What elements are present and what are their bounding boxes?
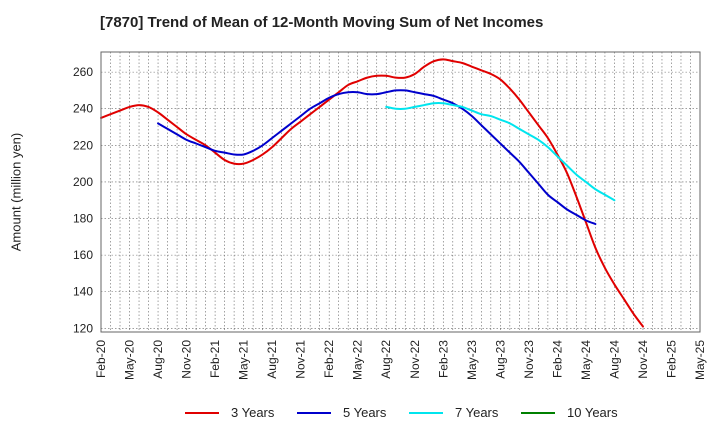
legend-label-3-years: 3 Years: [231, 405, 275, 420]
legend-item-5-years: 5 Years: [297, 405, 386, 420]
series-line-3-years: [100, 58, 644, 328]
legend-item-3-years: 3 Years: [185, 405, 274, 420]
x-tick-label: Aug-23: [493, 340, 507, 379]
x-tick-labels: Feb-20 May-20 Aug-20 Nov-20 Feb-21 May-21 Aug-…: [94, 340, 707, 380]
x-tick-label: Feb-24: [550, 340, 564, 378]
x-tick-label: Aug-24: [607, 340, 621, 379]
legend-swatch-3-years: [185, 411, 219, 414]
y-tick-label: 140: [73, 285, 93, 299]
x-tick-label: May-20: [123, 340, 137, 380]
legend-label-5-years: 5 Years: [343, 405, 387, 420]
x-tick-label: May-25: [693, 340, 707, 380]
y-tick-label: 160: [73, 248, 93, 262]
x-tick-label: Aug-20: [151, 340, 165, 379]
y-tick-label: 180: [73, 212, 93, 226]
legend-item-10-years: 10 Years: [521, 405, 618, 420]
legend: 3 Years 5 Years 7 Years 10 Years: [0, 405, 720, 425]
y-tick-label: 260: [73, 65, 93, 79]
x-tick-label: Aug-22: [379, 340, 393, 379]
y-tick-label: 240: [73, 102, 93, 116]
y-tick-label: 220: [73, 138, 93, 152]
x-tick-label: Nov-22: [408, 340, 422, 379]
y-tick-labels: 120 140 160 180 200 220 240 260: [73, 65, 93, 335]
x-tick-label: May-23: [465, 340, 479, 380]
legend-swatch-5-years: [297, 411, 331, 414]
y-tick-label: 120: [73, 321, 93, 335]
x-tick-label: Feb-21: [208, 340, 222, 378]
x-tick-label: May-24: [579, 340, 593, 380]
x-tick-label: May-22: [351, 340, 365, 380]
series-line-5-years: [157, 89, 597, 226]
y-tick-label: 200: [73, 175, 93, 189]
x-tick-label: Feb-20: [94, 340, 108, 378]
x-tick-label: Aug-21: [265, 340, 279, 379]
x-tick-label: Nov-20: [180, 340, 194, 379]
plot-area-frame: [100, 51, 701, 333]
chart-title: [7870] Trend of Mean of 12-Month Moving …: [100, 14, 544, 31]
series-line-7-years: [385, 102, 616, 202]
x-tick-label: Nov-24: [636, 340, 650, 379]
legend-label-7-years: 7 Years: [455, 405, 499, 420]
x-tick-label: Feb-22: [322, 340, 336, 378]
x-tick-label: Feb-23: [436, 340, 450, 378]
grid: [101, 52, 700, 332]
x-tick-label: Feb-25: [664, 340, 678, 378]
legend-swatch-10-years: [521, 411, 555, 414]
legend-swatch-7-years: [409, 411, 443, 414]
series-lines: [100, 58, 644, 328]
x-tick-label: May-21: [237, 340, 251, 380]
x-tick-label: Nov-21: [294, 340, 308, 379]
legend-label-10-years: 10 Years: [567, 405, 618, 420]
legend-item-7-years: 7 Years: [409, 405, 498, 420]
x-tick-label: Nov-23: [522, 340, 536, 379]
